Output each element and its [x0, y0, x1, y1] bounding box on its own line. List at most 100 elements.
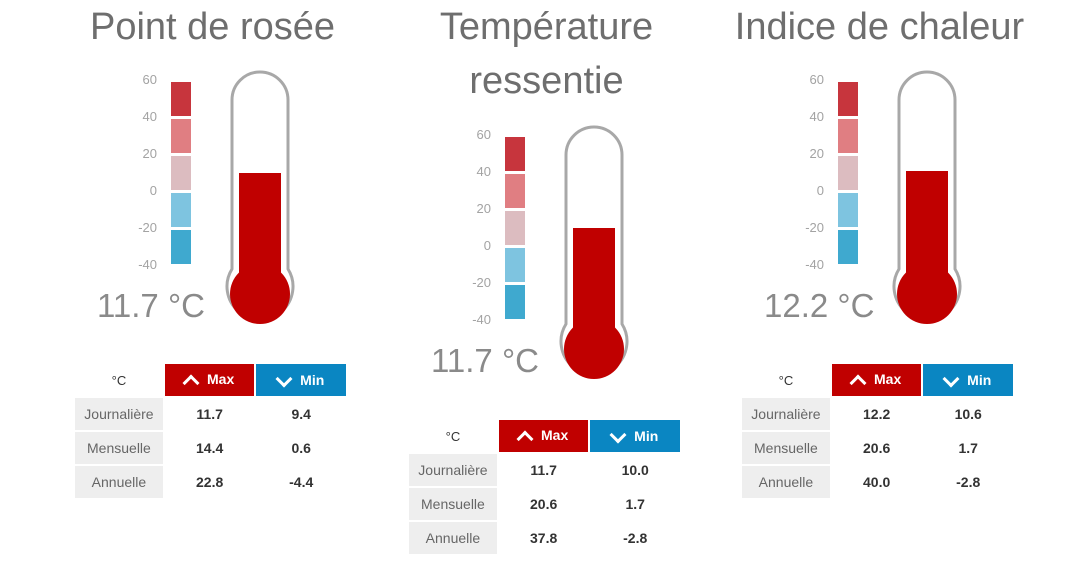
min-label: Min — [967, 372, 992, 388]
scale-segment — [838, 82, 858, 116]
unit-header: °C — [409, 420, 497, 452]
scale-tick-label: 20 — [142, 146, 157, 161]
max-value: 14.4 — [196, 440, 224, 456]
scale-segment — [505, 174, 525, 208]
stats-table: °C Max Min Journalière 11.7 9.4 Mensuell… — [73, 362, 348, 500]
stats-table: °C Max Min Journalière 11.7 10.0 Mensuel… — [407, 418, 682, 556]
panel-title: Température ressentie — [439, 6, 654, 102]
max-value: 11.7 — [530, 462, 557, 478]
max-value: 20.6 — [530, 496, 558, 512]
scale-segment — [838, 193, 858, 227]
scale-segment — [171, 230, 191, 264]
unit-header: °C — [742, 364, 830, 396]
table-row: Journalière 11.7 10.0 — [409, 454, 680, 486]
row-label-mensuelle: Mensuelle — [75, 432, 163, 464]
min-value: 9.4 — [291, 406, 311, 422]
scale-segment — [171, 156, 191, 190]
panel-title: Point de rosée — [89, 6, 336, 48]
max-value: 11.7 — [196, 406, 223, 422]
min-value: 10.6 — [954, 406, 982, 422]
max-value: 20.6 — [863, 440, 891, 456]
thermometer-bulb — [230, 264, 290, 324]
table-row: Annuelle 37.8 -2.8 — [409, 522, 680, 554]
scale-tick-label: 40 — [809, 109, 824, 124]
scale-segment — [171, 119, 191, 153]
table-row: Annuelle 40.0 -2.8 — [742, 466, 1013, 498]
panel-temperature-ressentie: Température ressentie 60 40 20 0 -20 -40… — [409, 0, 684, 579]
min-value: 0.6 — [291, 440, 311, 456]
scale-tick-label: 0 — [149, 183, 157, 198]
max-label: Max — [207, 371, 235, 388]
table-row: Mensuelle 14.4 0.6 — [75, 432, 346, 464]
scale-tick-label: -20 — [138, 220, 157, 235]
thermometer-bulb — [564, 319, 624, 379]
stats-header-row: °C Max Min — [75, 364, 346, 396]
max-label: Max — [874, 371, 902, 388]
chevron-up-icon — [182, 374, 200, 392]
max-column-header[interactable]: Max — [498, 420, 589, 452]
thermometer-icon — [892, 70, 962, 324]
min-value: 1.7 — [958, 440, 978, 456]
scale-tick-label: 60 — [476, 127, 491, 142]
table-row: Mensuelle 20.6 1.7 — [409, 488, 680, 520]
max-column-header[interactable]: Max — [164, 364, 255, 396]
row-label-annuelle: Annuelle — [742, 466, 830, 498]
max-value: 12.2 — [863, 406, 891, 422]
min-column-header[interactable]: Min — [256, 364, 346, 396]
panel-point-de-rosee: Point de rosée 60 40 20 0 -20 -40 11.7 °… — [75, 0, 350, 579]
scale-segment — [838, 156, 858, 190]
scale-tick-label: 0 — [483, 238, 491, 253]
table-row: Mensuelle 20.6 1.7 — [742, 432, 1013, 464]
min-value: -2.8 — [623, 530, 648, 546]
scale-tick-label: 0 — [816, 183, 824, 198]
table-row: Annuelle 22.8 -4.4 — [75, 466, 346, 498]
row-label-mensuelle: Mensuelle — [742, 432, 830, 464]
min-column-header[interactable]: Min — [923, 364, 1013, 396]
panel-title: Indice de chaleur — [734, 6, 1025, 48]
chevron-up-icon — [849, 374, 867, 392]
chevron-down-icon — [275, 370, 293, 388]
scale-tick-label: -40 — [138, 257, 157, 272]
min-value: -2.8 — [956, 474, 981, 490]
unit-header: °C — [75, 364, 163, 396]
thermometer-icon — [559, 125, 629, 379]
scale-tick-label: -40 — [472, 312, 491, 327]
scale-segment — [171, 193, 191, 227]
max-value: 22.8 — [196, 474, 224, 490]
current-reading: 11.7 °C — [97, 287, 205, 324]
scale-tick-label: 20 — [476, 201, 491, 216]
scale-tick-label: -20 — [472, 275, 491, 290]
scale-segment — [171, 82, 191, 116]
row-label-mensuelle: Mensuelle — [409, 488, 497, 520]
min-value: 1.7 — [625, 496, 645, 512]
scale-segment — [838, 230, 858, 264]
stats-table: °C Max Min Journalière 12.2 10.6 Mensuel… — [740, 362, 1015, 500]
table-row: Journalière 11.7 9.4 — [75, 398, 346, 430]
table-row: Journalière 12.2 10.6 — [742, 398, 1013, 430]
row-label-journaliere: Journalière — [75, 398, 163, 430]
scale-segment — [505, 137, 525, 171]
min-label: Min — [634, 428, 659, 444]
scale-segment — [838, 119, 858, 153]
scale-tick-label: -40 — [805, 257, 824, 272]
min-column-header[interactable]: Min — [590, 420, 680, 452]
min-value: -4.4 — [289, 474, 314, 490]
scale-tick-label: -20 — [805, 220, 824, 235]
min-value: 10.0 — [621, 462, 649, 478]
chevron-down-icon — [942, 370, 960, 388]
panel-indice-de-chaleur: Indice de chaleur 60 40 20 0 -20 -40 12.… — [735, 0, 1024, 579]
scale-tick-label: 60 — [142, 72, 157, 87]
chevron-up-icon — [516, 430, 534, 448]
max-column-header[interactable]: Max — [831, 364, 922, 396]
thermometer-icon — [225, 70, 295, 324]
stats-header-row: °C Max Min — [742, 364, 1013, 396]
stats-header-row: °C Max Min — [409, 420, 680, 452]
row-label-annuelle: Annuelle — [409, 522, 497, 554]
min-label: Min — [300, 372, 325, 388]
scale-tick-label: 40 — [142, 109, 157, 124]
chevron-down-icon — [609, 426, 627, 444]
row-label-journaliere: Journalière — [409, 454, 497, 486]
scale-tick-label: 60 — [809, 72, 824, 87]
scale-segment — [505, 285, 525, 319]
max-value: 40.0 — [863, 474, 891, 490]
